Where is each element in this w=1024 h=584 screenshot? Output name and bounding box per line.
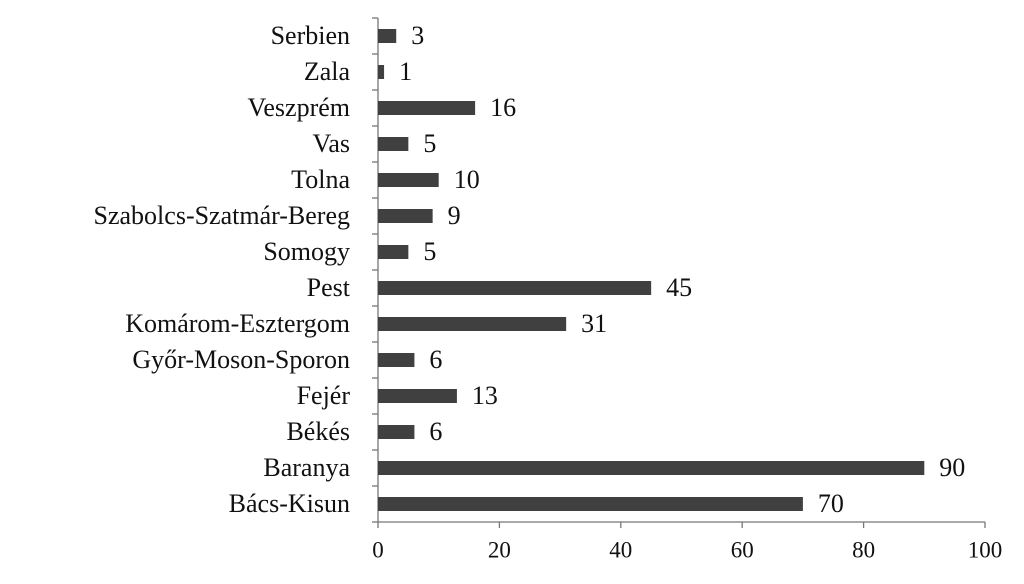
bar (378, 65, 385, 79)
y-tick-label: Komárom-Esztergom (125, 309, 350, 338)
value-label: 90 (939, 453, 965, 482)
bar (378, 29, 397, 43)
bar (378, 173, 439, 187)
value-label: 3 (411, 21, 424, 50)
value-label: 6 (429, 417, 442, 446)
value-label: 70 (818, 489, 844, 518)
bar (378, 245, 409, 259)
value-label: 9 (448, 201, 461, 230)
y-tick-label: Somogy (263, 237, 350, 266)
bar (378, 281, 652, 295)
y-tick-label: Békés (286, 417, 350, 446)
value-label: 6 (429, 345, 442, 374)
value-label: 1 (399, 57, 412, 86)
x-tick-label: 100 (968, 537, 1003, 562)
value-label: 10 (454, 165, 480, 194)
bar (378, 425, 415, 439)
x-tick-label: 0 (372, 537, 384, 562)
bar (378, 137, 409, 151)
y-tick-label: Vas (312, 129, 350, 158)
value-label: 31 (581, 309, 607, 338)
value-label: 16 (490, 93, 516, 122)
y-tick-label: Baranya (263, 453, 350, 482)
y-tick-label: Pest (307, 273, 351, 302)
x-tick-label: 60 (731, 537, 754, 562)
y-tick-label: Fejér (297, 381, 351, 410)
value-label: 45 (666, 273, 692, 302)
y-tick-label: Tolna (291, 165, 350, 194)
bar (378, 353, 415, 367)
y-tick-label: Serbien (271, 21, 350, 50)
x-tick-label: 80 (852, 537, 875, 562)
y-tick-label: Győr-Moson-Sporon (132, 345, 350, 374)
bar (378, 101, 476, 115)
value-label: 13 (472, 381, 498, 410)
bar (378, 497, 803, 511)
bar (378, 389, 457, 403)
bar (378, 317, 567, 331)
value-label: 5 (423, 237, 436, 266)
x-tick-label: 20 (488, 537, 511, 562)
x-tick-label: 40 (609, 537, 632, 562)
y-tick-label: Zala (304, 57, 351, 86)
value-label: 5 (423, 129, 436, 158)
bar (378, 461, 925, 475)
y-tick-label: Veszprém (247, 93, 350, 122)
y-tick-label: Szabolcs-Szatmár-Bereg (94, 201, 350, 230)
y-tick-label: Bács-Kisun (229, 489, 350, 518)
bar (378, 209, 433, 223)
